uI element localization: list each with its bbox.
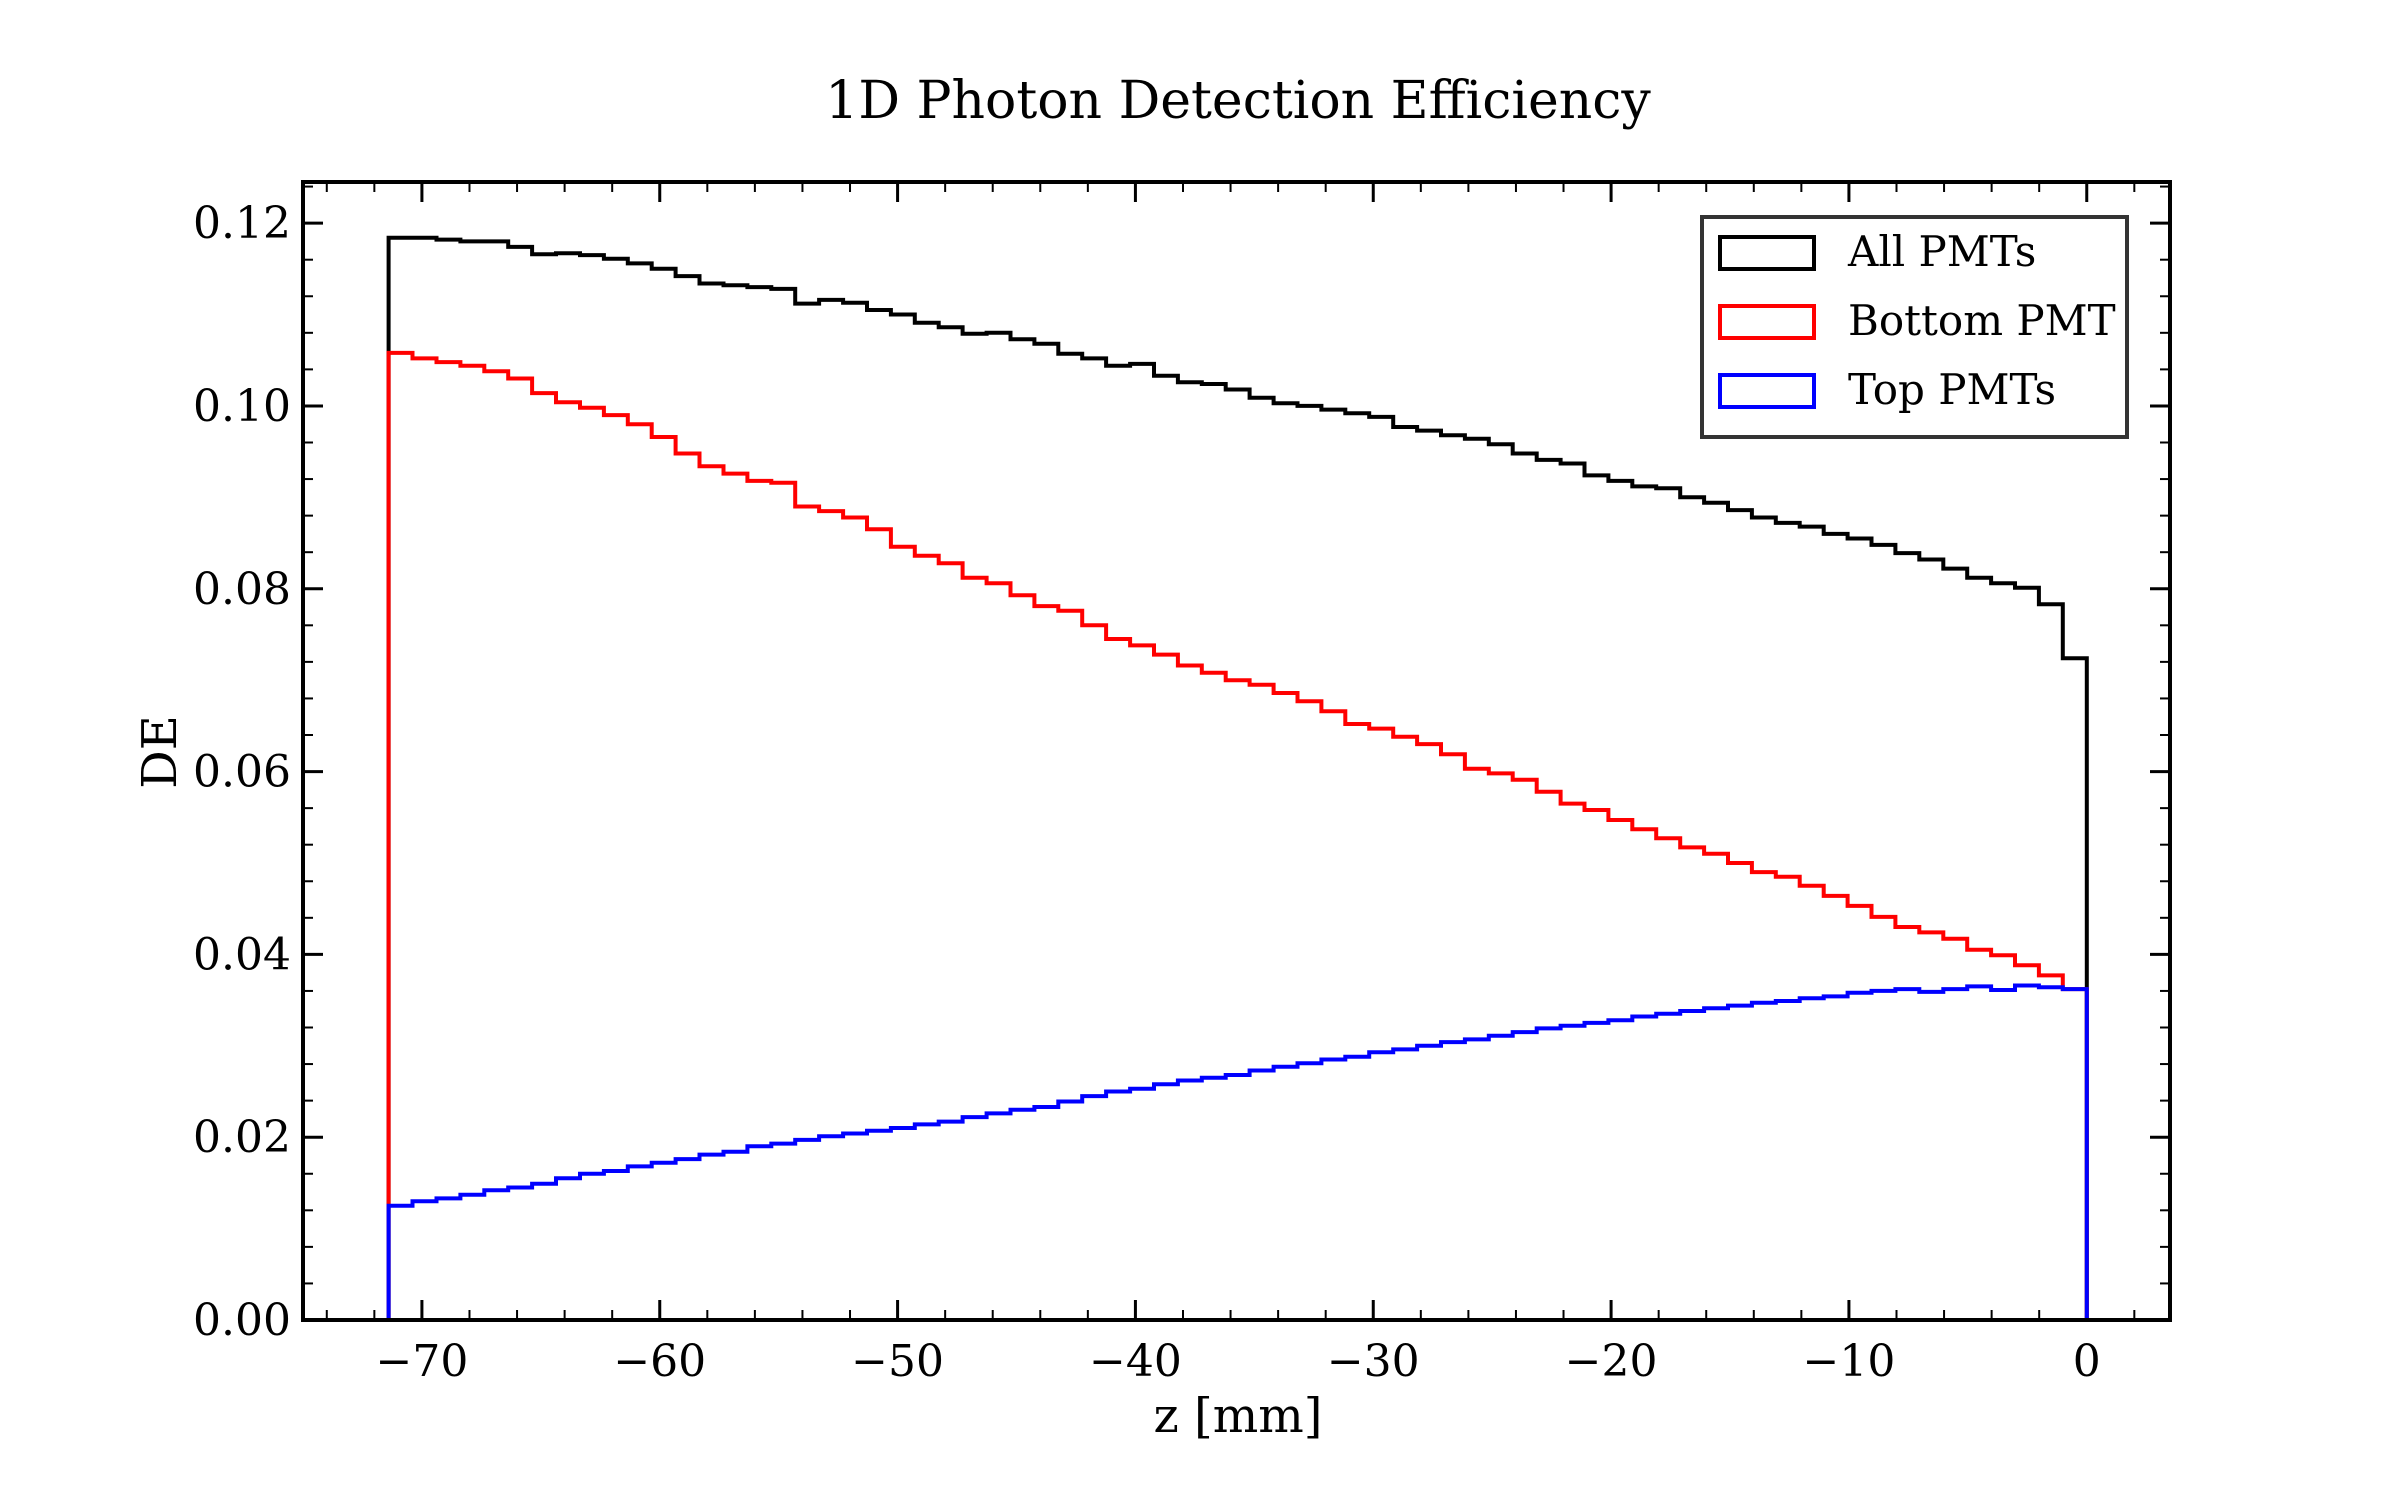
chart-title: 1D Photon Detection Efficiency <box>825 71 1651 131</box>
legend-entry-top-pmts: Top PMTs <box>1718 365 2056 414</box>
x-tick-label: −50 <box>851 1336 944 1387</box>
x-tick-label: 0 <box>2073 1336 2101 1387</box>
y-tick-label: 0.02 <box>193 1112 291 1163</box>
y-tick-label: 0.06 <box>193 747 291 798</box>
plot-frame <box>301 180 2172 1322</box>
x-tick-label: −60 <box>613 1336 706 1387</box>
y-tick-label: 0.08 <box>193 564 291 615</box>
y-tick-label: 0.12 <box>193 198 291 249</box>
x-tick-label: −10 <box>1802 1336 1895 1387</box>
x-tick-label: −70 <box>375 1336 468 1387</box>
series-line-top-pmts <box>386 983 2089 1320</box>
legend: All PMTs Bottom PMT Top PMTs <box>1700 215 2129 439</box>
y-tick-label: 0.00 <box>193 1295 291 1346</box>
series-layer <box>386 235 2089 1320</box>
legend-entry-all-pmts: All PMTs <box>1718 227 2036 276</box>
y-tick-label: 0.10 <box>193 381 291 432</box>
legend-label-bottom-pmt: Bottom PMT <box>1848 296 2116 345</box>
y-tick-label: 0.04 <box>193 929 291 980</box>
legend-swatch-bottom-pmt <box>1718 304 1816 340</box>
x-tick-label: −30 <box>1327 1336 1420 1387</box>
x-tick-label: −40 <box>1089 1336 1182 1387</box>
legend-label-all-pmts: All PMTs <box>1847 227 2036 276</box>
axis-ticks: −70 −60 −50 −40 −30 −20 −10 0 0.00 0.02 0.04 0.06 0.… <box>193 182 2170 1387</box>
y-axis-label: DE <box>132 715 188 789</box>
legend-swatch-top-pmts <box>1718 373 1816 409</box>
legend-box <box>1700 215 2129 439</box>
series-line-bottom-pmt <box>386 350 2089 1320</box>
series-line-all-pmts <box>386 235 2089 1320</box>
legend-label-top-pmts: Top PMTs <box>1848 365 2056 414</box>
legend-entry-bottom-pmt: Bottom PMT <box>1718 296 2116 345</box>
legend-swatch-all-pmts <box>1718 235 1816 271</box>
x-axis-label: z [mm] <box>1153 1388 1322 1444</box>
x-tick-label: −20 <box>1565 1336 1658 1387</box>
